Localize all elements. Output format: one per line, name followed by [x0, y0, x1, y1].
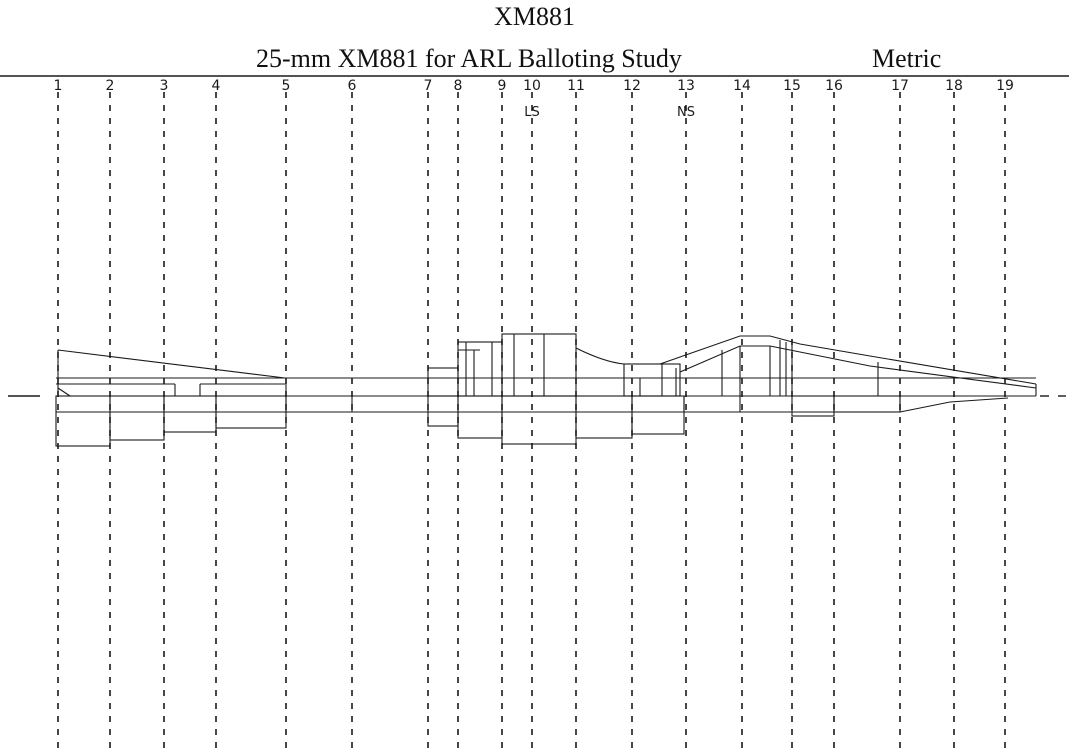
station-number-2: 2	[106, 78, 115, 94]
station-markers: LS NS	[524, 105, 695, 120]
station-number-19: 19	[996, 78, 1014, 94]
station-number-4: 4	[212, 78, 221, 94]
station-numbers: 1 2 3 4 5 6 7 8 9 10 11 12 13 14 15 16 17 18 19	[54, 78, 1014, 94]
station-number-1: 1	[54, 78, 63, 94]
station-number-6: 6	[348, 78, 357, 94]
station-number-16: 16	[825, 78, 843, 94]
station-number-9: 9	[498, 78, 507, 94]
projectile-profile	[55, 333, 1037, 447]
station-number-15: 15	[783, 78, 801, 94]
station-marker-ns: NS	[677, 105, 695, 120]
figure-subtitle: 25-mm XM881 for ARL Balloting Study	[256, 44, 682, 73]
station-number-5: 5	[282, 78, 291, 94]
figure-title: XM881	[494, 2, 575, 31]
station-number-14: 14	[733, 78, 751, 94]
station-lines	[57, 92, 1006, 754]
station-number-18: 18	[945, 78, 963, 94]
station-marker-ls: LS	[524, 105, 540, 120]
station-number-12: 12	[623, 78, 641, 94]
station-number-7: 7	[424, 78, 433, 94]
station-number-10: 10	[523, 78, 541, 94]
station-number-8: 8	[454, 78, 463, 94]
station-number-11: 11	[567, 78, 585, 94]
station-number-17: 17	[891, 78, 909, 94]
station-number-3: 3	[160, 78, 169, 94]
units-label: Metric	[872, 44, 942, 73]
station-number-13: 13	[677, 78, 695, 94]
